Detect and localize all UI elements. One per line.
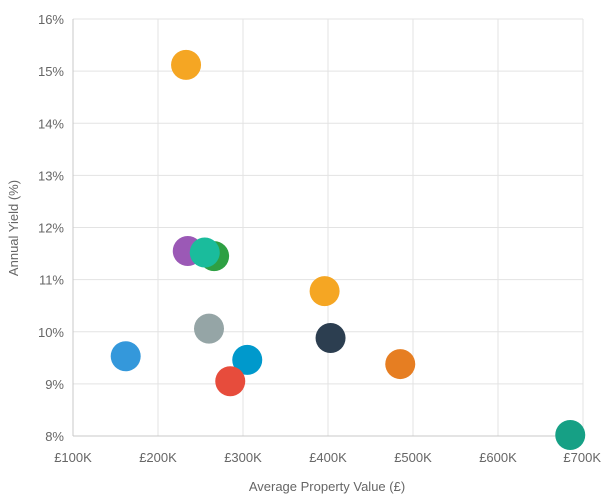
y-tick-label: 11%	[39, 273, 64, 288]
x-tick-label: £100K	[54, 450, 92, 465]
data-point[interactable]	[215, 366, 246, 397]
data-point[interactable]	[555, 419, 586, 450]
data-point[interactable]	[171, 49, 202, 80]
axes	[72, 19, 583, 437]
data-point[interactable]	[315, 323, 346, 354]
x-tick-label: £600K	[479, 450, 517, 465]
y-tick-label: 13%	[38, 168, 64, 183]
x-axis-title: Average Property Value (£)	[249, 479, 405, 494]
data-points	[110, 49, 586, 450]
y-tick-label: 10%	[38, 325, 64, 340]
data-point[interactable]	[232, 344, 263, 375]
x-tick-label: £700K	[563, 450, 601, 465]
x-tick-label: £200K	[139, 450, 177, 465]
y-tick-label: 8%	[45, 429, 64, 444]
x-tick-label: £500K	[394, 450, 432, 465]
data-point[interactable]	[194, 313, 224, 344]
x-tick-label: £400K	[309, 450, 347, 465]
data-point[interactable]	[309, 276, 340, 307]
grid-lines	[72, 18, 584, 437]
data-point[interactable]	[385, 349, 416, 380]
x-tick-label: £300K	[224, 450, 262, 465]
y-tick-label: 12%	[38, 221, 64, 236]
y-axis-title: Annual Yield (%)	[6, 180, 21, 276]
data-point[interactable]	[189, 237, 220, 268]
y-tick-label: 9%	[45, 377, 64, 392]
y-tick-label: 14%	[38, 116, 64, 131]
data-point[interactable]	[110, 341, 141, 372]
tick-labels: 8% 9% 10% 11% 12% 13% 14% 15% 16% £100K £200K £300K…	[38, 12, 601, 465]
y-tick-label: 16%	[38, 12, 64, 27]
y-tick-label: 15%	[38, 64, 64, 79]
